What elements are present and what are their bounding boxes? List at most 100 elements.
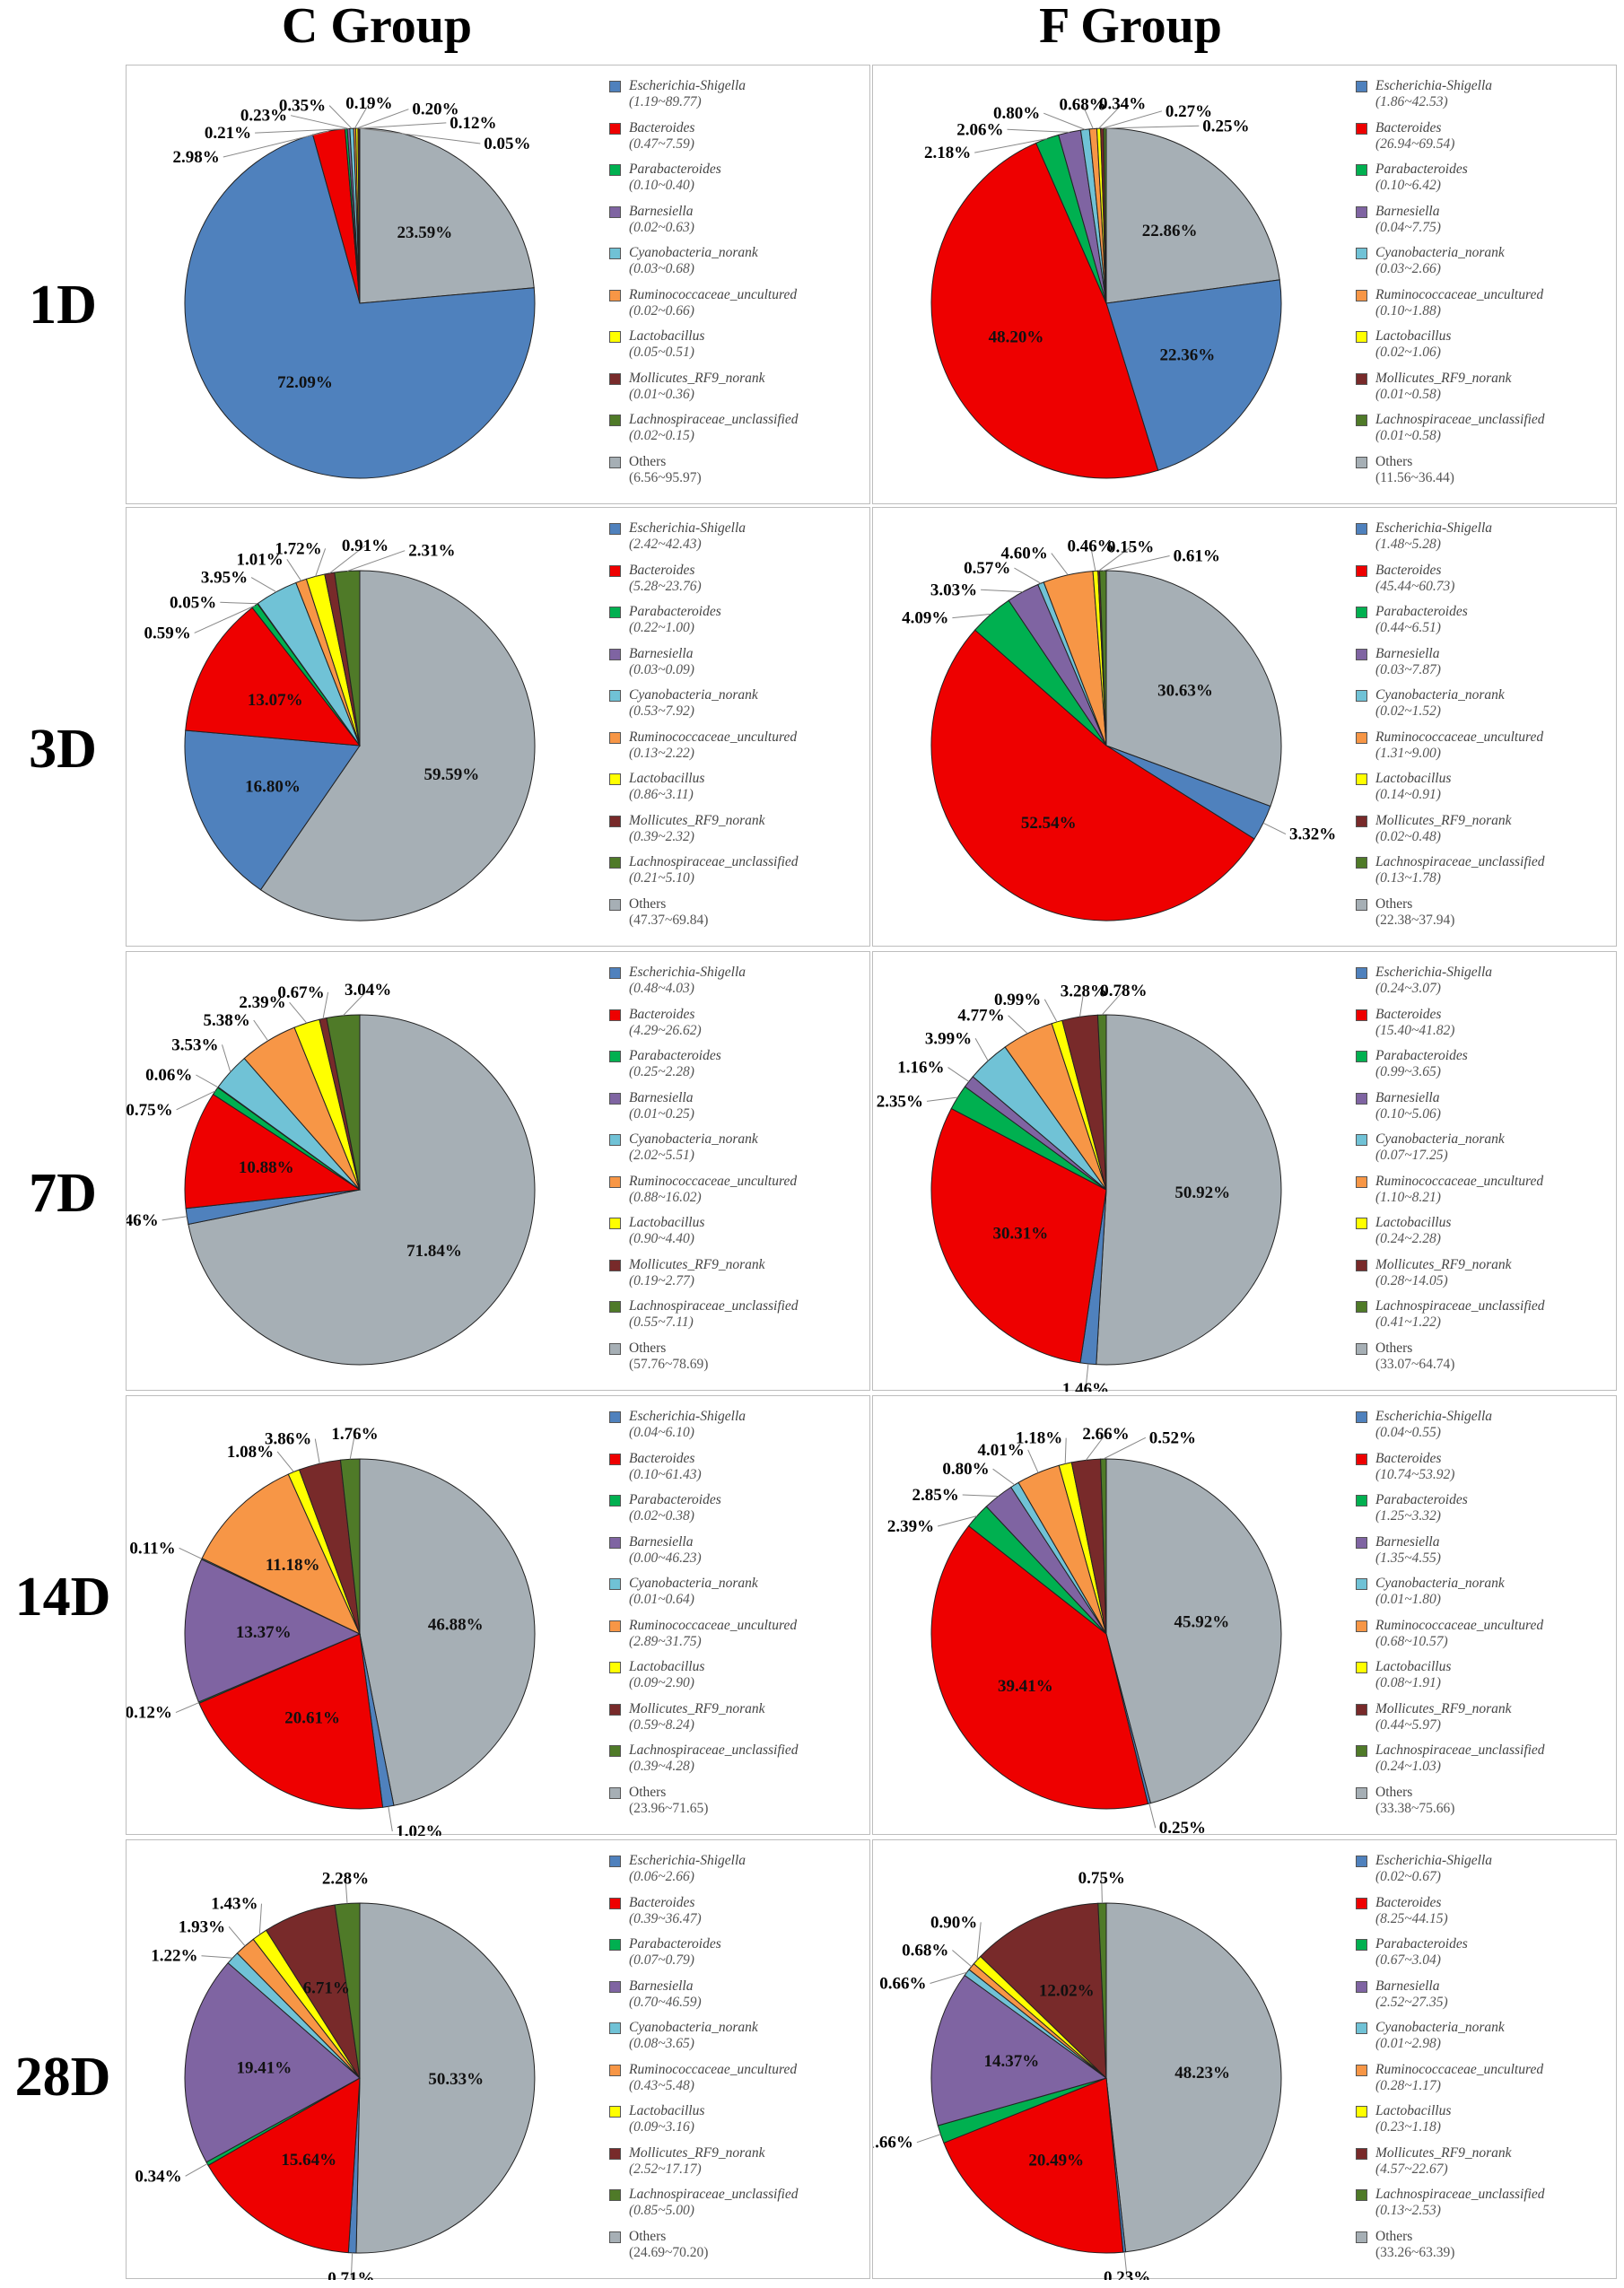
legend-range: (0.06~2.66) xyxy=(629,1869,694,1884)
legend-range: (1.86~42.53) xyxy=(1375,94,1448,109)
legend-range: (33.26~63.39) xyxy=(1375,2244,1455,2260)
legend-swatch xyxy=(609,564,621,577)
pie-slice-others xyxy=(259,570,536,921)
pie-panel-c-28d: 50.33% 15.64% 19.41% 6.71% 0.71% 0.34% 1.22% 1.… xyxy=(126,1839,870,2280)
legend-swatch xyxy=(1356,1259,1367,1271)
legend-label: Others xyxy=(1375,2228,1413,2244)
leader-line xyxy=(255,128,346,134)
legend-label: Cyanobacteria_norank xyxy=(1375,687,1505,703)
legend-swatch xyxy=(609,1218,621,1229)
legend-label: Parabacteroides xyxy=(1375,1492,1468,1507)
legend-swatch xyxy=(1356,1092,1367,1105)
leader-line xyxy=(937,1515,978,1527)
pie-value-label: 2.39% xyxy=(239,993,285,1012)
legend-label: Lachnospiraceae_unclassified xyxy=(629,2187,799,2202)
leader-line xyxy=(228,1926,246,1947)
legend-swatch xyxy=(609,1856,621,1867)
legend-swatch xyxy=(1356,248,1367,259)
legend-swatch xyxy=(1356,1856,1367,1867)
pie-value-label: 11.18% xyxy=(266,1556,320,1575)
leader-line xyxy=(981,589,1024,593)
legend-swatch xyxy=(1356,731,1367,744)
legend-label: Mollicutes_RF9_norank xyxy=(1375,1700,1512,1716)
legend-range: (1.35~4.55) xyxy=(1375,1550,1441,1566)
legend-swatch xyxy=(609,1662,621,1673)
legend-range: (0.01~0.25) xyxy=(629,1105,694,1122)
legend-swatch xyxy=(1356,2106,1367,2118)
pie-slice-bacteroides xyxy=(943,2077,1124,2254)
legend-label: Mollicutes_RF9_norank xyxy=(629,2144,765,2161)
leader-line xyxy=(185,2163,208,2177)
pie-value-label: 0.23% xyxy=(240,107,287,126)
leader-line xyxy=(328,545,366,574)
legend-swatch xyxy=(1356,2189,1367,2201)
legend-swatch xyxy=(1356,1536,1367,1549)
title-c-group: C Group xyxy=(281,0,473,54)
leader-line xyxy=(1043,999,1058,1023)
legend-range: (0.07~0.79) xyxy=(629,1952,694,1968)
legend-label: Barnesiella xyxy=(1375,1533,1440,1550)
legend-range: (0.10~0.40) xyxy=(629,178,694,193)
legend-range: (1.19~89.77) xyxy=(629,94,702,109)
legend-range: (45.44~60.73) xyxy=(1375,578,1455,594)
legend-range: (0.05~0.51) xyxy=(629,345,694,360)
legend-swatch xyxy=(609,523,621,535)
pie-chart: 48.23% 20.49% 14.37% 12.02% 0.23% 1.66% 0.66% 0… xyxy=(873,1869,1282,2280)
leader-line xyxy=(286,559,302,581)
pie-value-label: 1.72% xyxy=(275,539,321,558)
pie-value-label: 0.75% xyxy=(1078,1869,1125,1888)
legend-range: (2.02~5.51) xyxy=(629,1148,694,1163)
legend-swatch xyxy=(1356,331,1367,343)
legend-label: Lachnospiraceae_unclassified xyxy=(1375,1298,1545,1314)
legend-range: (0.02~0.15) xyxy=(629,428,694,443)
leader-line xyxy=(196,1074,219,1088)
legend-label: Barnesiella xyxy=(1375,1978,1440,1994)
legend-swatch xyxy=(1356,2022,1367,2034)
leader-line xyxy=(201,1955,233,1959)
legend-range: (0.09~3.16) xyxy=(629,2119,694,2135)
legend-range: (0.39~2.32) xyxy=(629,828,694,844)
row-label-28d: 28D xyxy=(14,2047,111,2108)
pie-value-label: 1.01% xyxy=(237,550,284,569)
legend-range: (0.70~46.59) xyxy=(629,1994,702,2010)
legend-swatch xyxy=(609,331,621,343)
pie-value-label: 1.93% xyxy=(179,1917,225,1936)
leader-line xyxy=(1079,991,1085,1017)
legend-range: (0.23~1.18) xyxy=(1375,2119,1441,2135)
legend-range: (0.02~0.66) xyxy=(629,302,694,319)
legend-swatch xyxy=(609,415,621,426)
leader-line xyxy=(1086,1433,1106,1461)
leader-line xyxy=(222,1044,231,1072)
leader-line xyxy=(962,1494,999,1498)
pie-slice-others xyxy=(355,1902,536,2254)
legend-swatch xyxy=(1356,967,1367,979)
leader-line xyxy=(1085,1363,1089,1389)
pie-chart: 46.88% 20.61% 13.37% 11.18% 1.02% 0.12% 0.11% 1… xyxy=(127,1425,536,1836)
pie-panel-c-14d: 46.88% 20.61% 13.37% 11.18% 1.02% 0.12% 0.11% 1… xyxy=(126,1395,870,1836)
pie-slice-barnesiella xyxy=(930,1974,1108,2126)
legend-swatch xyxy=(609,2147,621,2160)
leader-line xyxy=(952,613,991,619)
legend-range: (0.08~1.91) xyxy=(1375,1675,1441,1690)
legend-swatch xyxy=(609,289,621,301)
pie-value-label: 1.46% xyxy=(1062,1380,1109,1392)
legend-range: (0.21~5.10) xyxy=(629,870,694,886)
legend-swatch xyxy=(1356,815,1367,827)
pie-value-label: 1.46% xyxy=(127,1211,159,1230)
legend-range: (1.25~3.32) xyxy=(1375,1508,1441,1524)
legend-range: (4.29~26.62) xyxy=(629,1022,702,1038)
leader-line xyxy=(1098,103,1123,129)
pie-value-label: 3.03% xyxy=(930,581,977,599)
legend-swatch xyxy=(1356,1134,1367,1146)
leader-line xyxy=(1008,1015,1028,1035)
legend-swatch xyxy=(609,248,621,259)
legend-range: (5.28~23.76) xyxy=(629,578,702,594)
legend-range: (0.24~3.07) xyxy=(1375,981,1441,996)
legend-label: Parabacteroides xyxy=(629,1492,721,1507)
pie-value-label: 0.15% xyxy=(1107,538,1154,557)
pie-value-label: 0.90% xyxy=(930,1913,977,1932)
legend-range: (0.13~2.22) xyxy=(629,745,694,761)
pie-value-label: 5.38% xyxy=(203,1011,249,1030)
legend-range: (0.86~3.11) xyxy=(629,787,694,802)
leader-line xyxy=(359,127,481,144)
